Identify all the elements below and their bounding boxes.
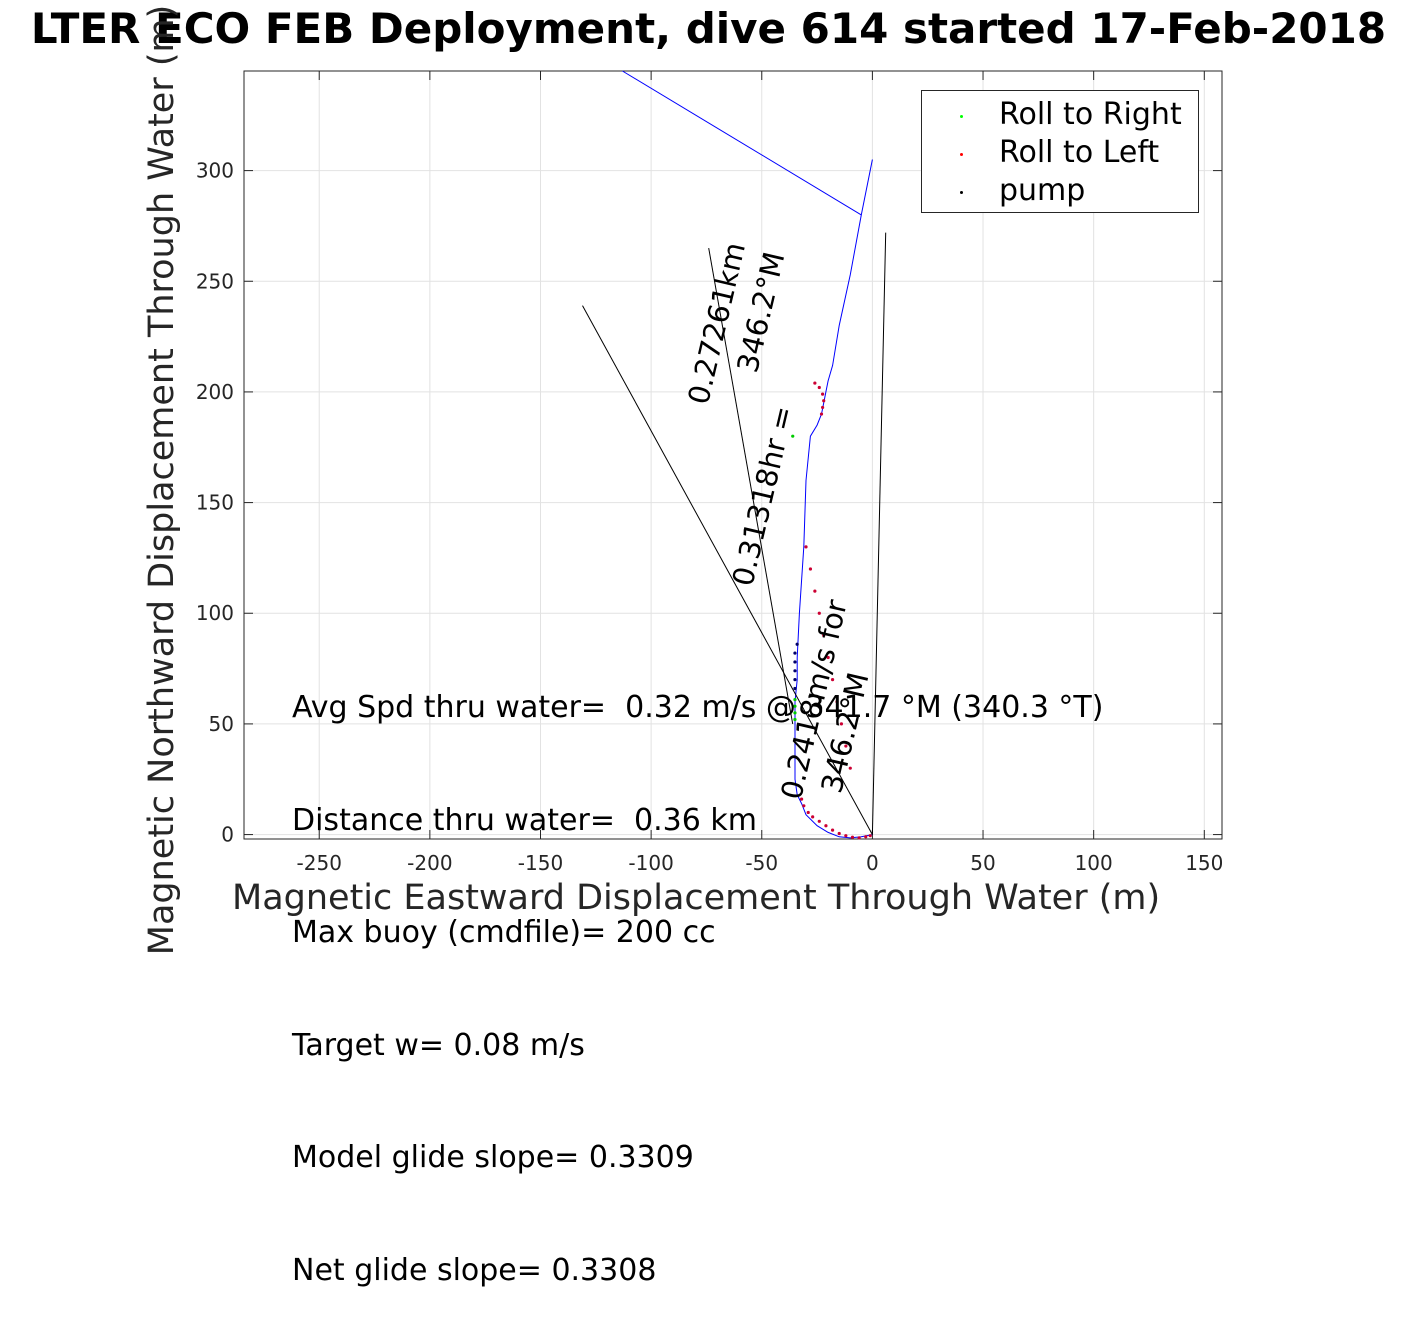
marker-point <box>806 810 810 815</box>
marker-point <box>793 686 797 691</box>
y-tick-label: 100 <box>196 601 234 625</box>
marker-point <box>868 834 872 838</box>
marker-point <box>826 655 830 660</box>
legend-marker-pump <box>960 191 963 194</box>
stat-target-w: Target w= 0.08 m/s <box>292 1027 585 1063</box>
y-tick-label: 0 <box>221 823 234 847</box>
marker-point <box>791 434 795 438</box>
data-markers <box>791 381 872 840</box>
x-tick-label: -50 <box>745 851 778 875</box>
marker-point <box>813 589 817 593</box>
marker-point <box>793 711 797 715</box>
legend-label-roll-right: Roll to Right <box>999 97 1182 132</box>
marker-point <box>793 717 797 722</box>
y-tick-label: 300 <box>196 159 234 183</box>
y-tick-label: 50 <box>209 712 234 736</box>
marker-point <box>830 828 835 832</box>
series-line-0 <box>794 159 873 839</box>
marker-point <box>804 545 808 549</box>
data-series <box>582 70 887 839</box>
plot-canvas: -250 -200 -150 -100 -50 0 50 100 150 0 50 100 150 200… <box>196 70 1223 875</box>
marker-point <box>857 836 861 840</box>
marker-point <box>799 797 804 801</box>
marker-point <box>802 804 806 808</box>
stat-model-glide-slope: Model glide slope= 0.3309 <box>292 1140 694 1175</box>
marker-point <box>844 834 848 838</box>
marker-point <box>821 392 825 396</box>
marker-point <box>848 766 852 770</box>
axes-box <box>243 70 1223 840</box>
marker-point <box>811 815 815 819</box>
marker-point <box>821 405 825 410</box>
marker-point <box>839 722 844 726</box>
marker-point <box>793 660 797 664</box>
legend-label-pump: pump <box>999 173 1086 208</box>
marker-point <box>817 819 821 823</box>
x-tick-label: 100 <box>1075 851 1113 875</box>
stat-avg-speed: Avg Spd thru water= 0.32 m/s @ 341.7 °M … <box>292 690 1104 725</box>
marker-point <box>819 412 824 416</box>
x-tick-label: 50 <box>970 851 995 875</box>
y-tick-label: 200 <box>196 380 234 404</box>
y-tick-label: 250 <box>196 269 234 293</box>
track-annotation: 0.31318hr = <box>726 403 801 590</box>
x-tick-label: -150 <box>518 851 563 875</box>
legend-item-roll-right: Roll to Right <box>922 96 1198 134</box>
stat-max-buoy: Max buoy (cmdfile)= 200 cc <box>292 915 716 950</box>
marker-point <box>864 835 868 839</box>
marker-point <box>817 611 821 615</box>
series-line-1 <box>622 70 862 216</box>
marker-point <box>822 399 826 403</box>
x-tick-label: -100 <box>628 851 673 875</box>
legend-item-roll-left: Roll to Left <box>922 134 1198 172</box>
marker-point <box>793 651 797 655</box>
axis-ticks: -250 -200 -150 -100 -50 0 50 100 150 0 50 100 150 200… <box>196 71 1223 875</box>
series-line-2 <box>871 232 887 835</box>
legend: Roll to Right Roll to Left pump <box>921 90 1199 213</box>
x-tick-label: -250 <box>297 851 342 875</box>
marker-point <box>822 633 826 637</box>
legend-label-roll-left: Roll to Left <box>999 135 1160 170</box>
x-tick-label: 0 <box>866 851 879 875</box>
series-line-4 <box>708 248 794 724</box>
marker-point <box>793 669 797 673</box>
x-tick-label: -200 <box>407 851 452 875</box>
marker-point <box>793 704 797 708</box>
marker-point <box>830 678 835 682</box>
marker-point <box>793 697 797 702</box>
y-tick-label: 150 <box>196 491 234 515</box>
marker-point <box>837 831 841 836</box>
marker-point <box>824 824 828 828</box>
dive-statistics: Avg Spd thru water= 0.32 m/s @ 341.7 °M … <box>292 614 1103 1327</box>
y-axis-label: Magnetic Northward Displacement Through … <box>142 4 182 956</box>
stat-distance: Distance thru water= 0.36 km <box>292 802 757 838</box>
marker-point <box>844 744 848 748</box>
legend-marker-roll-right <box>960 115 963 118</box>
legend-item-pump: pump <box>922 172 1198 210</box>
marker-point <box>850 835 855 839</box>
legend-marker-roll-left <box>960 153 963 156</box>
marker-point <box>835 700 839 704</box>
marker-point <box>795 642 799 646</box>
marker-point <box>813 381 817 385</box>
grid-lines <box>244 71 1222 839</box>
series-line-3 <box>582 305 873 835</box>
marker-point <box>793 678 797 682</box>
stat-net-glide-slope: Net glide slope= 0.3308 <box>292 1252 657 1288</box>
marker-point <box>808 567 813 571</box>
x-tick-label: 150 <box>1185 851 1223 875</box>
chart-title: LTER ECO FEB Deployment, dive 614 starte… <box>30 4 1387 53</box>
x-axis-label: Magnetic Eastward Displacement Through W… <box>232 878 1161 918</box>
marker-point <box>817 385 821 390</box>
